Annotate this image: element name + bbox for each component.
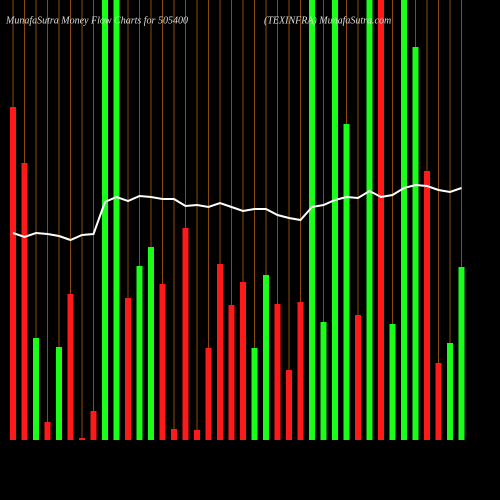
- bar: [424, 171, 430, 440]
- bar: [194, 430, 200, 440]
- bar: [33, 338, 39, 440]
- bar: [355, 315, 361, 440]
- bar: [251, 348, 258, 440]
- bar: [332, 0, 338, 440]
- bar: [171, 429, 177, 440]
- bar: [228, 305, 235, 440]
- bar: [113, 0, 120, 440]
- bar: [320, 322, 327, 440]
- chart-subtitle: (TEXINFRA) MunafaSutra.com: [264, 15, 391, 26]
- bar: [67, 294, 74, 440]
- bar: [125, 298, 131, 440]
- bar: [79, 438, 85, 440]
- bar: [136, 266, 143, 440]
- bar: [309, 0, 315, 440]
- bar: [343, 124, 350, 440]
- bar: [21, 163, 28, 440]
- bar: [435, 363, 442, 440]
- bar: [458, 267, 465, 440]
- bar: [159, 284, 166, 440]
- money-flow-line: [12, 183, 462, 242]
- bar: [447, 343, 453, 440]
- chart-title: MunafaSutra Money Flow Charts for 505400: [5, 15, 188, 26]
- bar: [182, 228, 189, 440]
- bar: [240, 282, 246, 440]
- bar: [378, 0, 384, 440]
- bar: [389, 324, 396, 440]
- bar: [412, 47, 419, 440]
- bar: [148, 247, 154, 440]
- bar: [102, 0, 108, 440]
- bars: [10, 0, 465, 440]
- bar: [263, 275, 269, 440]
- bar: [274, 304, 281, 440]
- bar: [10, 107, 16, 440]
- bar: [401, 0, 407, 440]
- bar: [286, 370, 292, 440]
- bar: [56, 347, 62, 440]
- bar: [366, 0, 373, 440]
- bar: [205, 348, 212, 440]
- bar: [90, 411, 97, 440]
- bar: [44, 422, 51, 440]
- bar: [217, 264, 223, 440]
- bar: [297, 302, 304, 440]
